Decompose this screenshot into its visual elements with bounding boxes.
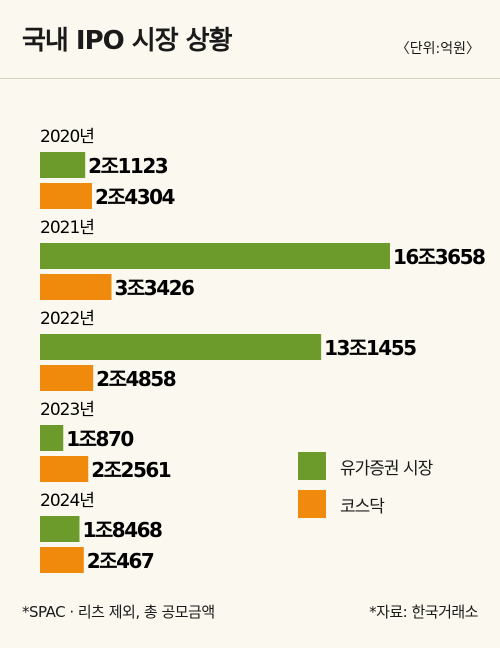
legend-swatch-kospi [298, 452, 326, 480]
source-note: *자료: 한국거래소 [369, 603, 478, 621]
title-divider [0, 78, 500, 79]
bar-kospi [40, 425, 64, 451]
data-label: 3조3426 [114, 276, 194, 300]
bar-kospi [40, 334, 322, 360]
bar-kosdaq [40, 365, 94, 391]
legend-label-kospi: 유가증권 시장 [340, 458, 433, 479]
legend-swatch-kosdaq [298, 490, 326, 518]
data-label: 2조4858 [96, 367, 176, 391]
legend-item-kosdaq: 코스닥 [298, 490, 432, 518]
data-label: 1조8468 [82, 518, 162, 542]
year-label: 2024년 [40, 491, 94, 511]
bar-kosdaq [40, 547, 84, 573]
bar-kospi [40, 152, 86, 178]
year-label: 2020년 [40, 127, 94, 147]
data-label: 2조2561 [91, 458, 171, 482]
data-label: 2조1123 [88, 154, 168, 178]
data-label: 1조870 [66, 427, 133, 451]
bar-kospi [40, 516, 80, 542]
data-label: 16조3658 [393, 245, 485, 269]
legend: 유가증권 시장 코스닥 [298, 452, 433, 528]
legend-label-kosdaq: 코스닥 [340, 496, 385, 517]
data-label: 13조1455 [324, 336, 416, 360]
unit-label: 〈단위:억원〉 [395, 41, 480, 57]
bar-kosdaq [40, 183, 92, 209]
year-label: 2021년 [40, 218, 94, 238]
data-label: 2조467 [87, 549, 154, 573]
bar-kospi [40, 243, 390, 269]
year-label: 2023년 [40, 400, 94, 420]
legend-item-kospi: 유가증권 시장 [298, 452, 433, 480]
bar-kosdaq [40, 274, 112, 300]
bar-kosdaq [40, 456, 89, 482]
data-label: 2조4304 [95, 185, 175, 209]
chart-title: 국내 IPO 시장 상황 [22, 26, 233, 56]
year-label: 2022년 [40, 309, 94, 329]
footnote: *SPAC · 리츠 제외, 총 공모금액 [22, 603, 215, 621]
